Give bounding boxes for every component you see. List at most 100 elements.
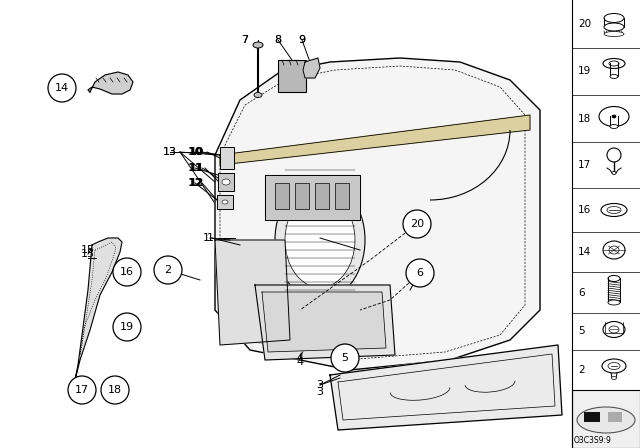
Ellipse shape — [612, 172, 616, 175]
Circle shape — [403, 210, 431, 238]
Ellipse shape — [222, 200, 228, 204]
Text: 17: 17 — [578, 160, 591, 170]
Ellipse shape — [607, 207, 621, 214]
Text: 10: 10 — [188, 147, 204, 157]
Circle shape — [331, 344, 359, 372]
Ellipse shape — [599, 107, 629, 126]
Ellipse shape — [608, 300, 620, 305]
Text: O3C3S9:9: O3C3S9:9 — [574, 436, 612, 445]
Text: 9: 9 — [298, 35, 305, 45]
Ellipse shape — [254, 92, 262, 98]
Ellipse shape — [603, 322, 625, 337]
Bar — [218, 173, 234, 191]
Text: 20: 20 — [578, 19, 591, 29]
Bar — [217, 195, 233, 209]
Ellipse shape — [285, 193, 355, 288]
Ellipse shape — [609, 61, 619, 66]
Polygon shape — [265, 175, 360, 220]
Text: 11: 11 — [188, 163, 203, 173]
Bar — [335, 183, 349, 209]
Text: 2: 2 — [578, 365, 584, 375]
Ellipse shape — [253, 42, 263, 48]
Text: 7: 7 — [241, 35, 248, 45]
Text: 20: 20 — [410, 219, 424, 229]
Bar — [315, 183, 329, 209]
Text: 8: 8 — [275, 35, 282, 45]
Ellipse shape — [610, 74, 618, 78]
Text: 18: 18 — [578, 113, 591, 124]
Bar — [295, 183, 309, 209]
Text: 2: 2 — [164, 265, 172, 275]
Text: 12: 12 — [188, 178, 204, 188]
Bar — [608, 412, 622, 422]
Text: 1: 1 — [207, 233, 214, 243]
Text: 5: 5 — [578, 327, 584, 336]
Text: 9: 9 — [298, 35, 305, 45]
Polygon shape — [88, 72, 133, 94]
Text: 1: 1 — [203, 233, 210, 243]
Circle shape — [48, 74, 76, 102]
Ellipse shape — [603, 59, 625, 69]
Text: 8: 8 — [275, 35, 282, 45]
Circle shape — [113, 313, 141, 341]
Text: 14: 14 — [55, 83, 69, 93]
Ellipse shape — [609, 246, 619, 254]
Bar — [584, 412, 600, 422]
Circle shape — [113, 258, 141, 286]
Bar — [220, 147, 234, 169]
Ellipse shape — [577, 407, 635, 433]
Text: 5: 5 — [342, 353, 349, 363]
Circle shape — [406, 259, 434, 287]
Text: 12: 12 — [188, 178, 203, 188]
Text: 7: 7 — [241, 35, 248, 45]
Text: 14: 14 — [578, 247, 591, 257]
Text: 19: 19 — [120, 322, 134, 332]
Ellipse shape — [602, 359, 626, 373]
Ellipse shape — [609, 326, 619, 333]
Text: 18: 18 — [108, 385, 122, 395]
Text: 13: 13 — [163, 147, 177, 157]
Ellipse shape — [222, 179, 230, 185]
Polygon shape — [220, 115, 530, 165]
Polygon shape — [255, 285, 395, 360]
Ellipse shape — [604, 23, 624, 31]
Polygon shape — [215, 58, 540, 370]
Polygon shape — [330, 345, 562, 430]
Ellipse shape — [603, 241, 625, 259]
Circle shape — [68, 376, 96, 404]
Bar — [275, 183, 289, 209]
Ellipse shape — [612, 115, 616, 118]
Ellipse shape — [601, 203, 627, 216]
Ellipse shape — [610, 125, 618, 129]
Polygon shape — [75, 238, 122, 380]
Bar — [278, 60, 306, 92]
Text: 4: 4 — [296, 353, 303, 363]
Ellipse shape — [604, 13, 624, 22]
Text: 17: 17 — [75, 385, 89, 395]
Polygon shape — [262, 292, 386, 352]
Text: 10: 10 — [188, 147, 203, 157]
Ellipse shape — [611, 376, 616, 379]
Text: 6: 6 — [417, 268, 424, 278]
Ellipse shape — [607, 148, 621, 162]
Ellipse shape — [608, 276, 620, 281]
Text: 16: 16 — [120, 267, 134, 277]
Text: 16: 16 — [578, 205, 591, 215]
Text: 19: 19 — [578, 66, 591, 77]
Text: 3: 3 — [317, 387, 323, 397]
Bar — [572, 390, 640, 448]
Text: 4: 4 — [296, 357, 303, 367]
Ellipse shape — [275, 180, 365, 300]
Text: 11: 11 — [188, 163, 204, 173]
Polygon shape — [215, 240, 290, 345]
Text: 3: 3 — [317, 380, 323, 390]
Ellipse shape — [604, 31, 624, 36]
Ellipse shape — [608, 362, 620, 370]
Text: 13: 13 — [163, 147, 177, 157]
Circle shape — [154, 256, 182, 284]
Text: 15: 15 — [81, 245, 95, 255]
Text: 6: 6 — [578, 288, 584, 297]
Polygon shape — [303, 58, 320, 78]
Text: 15: 15 — [81, 249, 95, 259]
Circle shape — [101, 376, 129, 404]
